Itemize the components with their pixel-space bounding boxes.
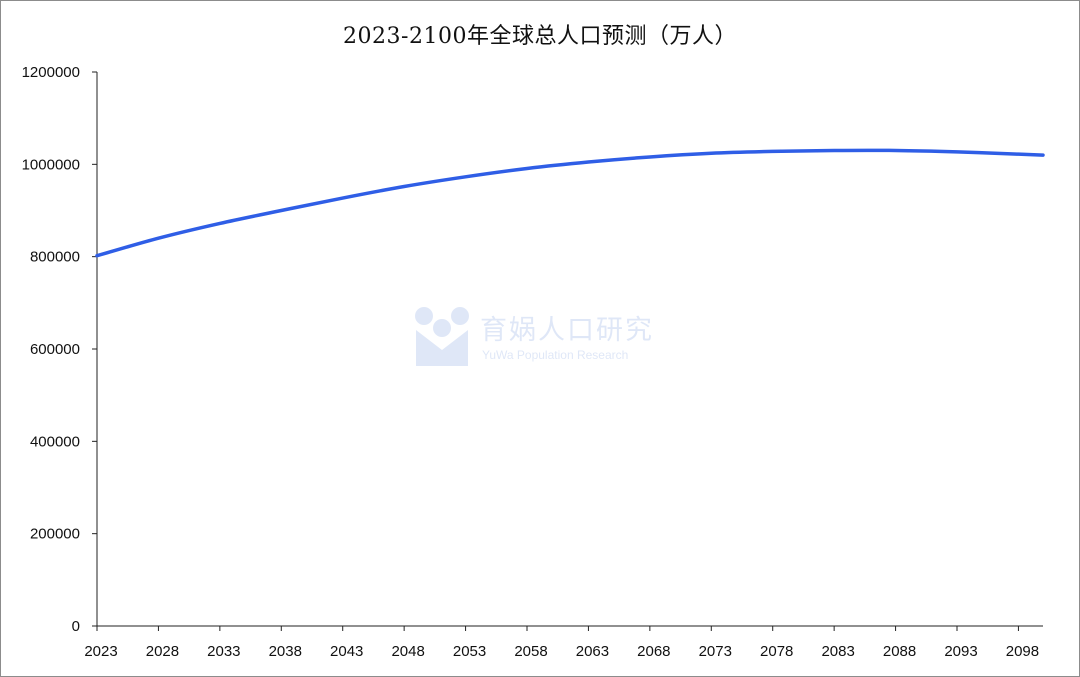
- y-tick-label: 200000: [30, 526, 80, 543]
- x-tick-label: 2048: [391, 643, 424, 660]
- y-tick-label: 1000000: [22, 156, 80, 173]
- y-tick-label: 600000: [30, 341, 80, 358]
- y-tick-label: 0: [72, 618, 80, 635]
- x-tick-label: 2058: [514, 643, 547, 660]
- chart-title: 2023-2100年全球总人口预测（万人）: [343, 24, 737, 49]
- x-tick-label: 2023: [84, 643, 117, 660]
- x-tick-label: 2073: [699, 643, 732, 660]
- x-tick-label: 2033: [207, 643, 240, 660]
- x-tick-label: 2088: [883, 643, 916, 660]
- y-tick-label: 800000: [30, 249, 80, 266]
- y-axis-ticks: 0 200000 400000 600000 800000 1000000 1200000: [22, 64, 97, 635]
- x-tick-label: 2093: [944, 643, 977, 660]
- x-tick-label: 2068: [637, 643, 670, 660]
- x-tick-label: 2083: [821, 643, 854, 660]
- x-tick-label: 2063: [576, 643, 609, 660]
- x-axis-ticks: 2023 2028 2033 2038 2043 2048 2053 2058 2063 2068…: [84, 626, 1039, 660]
- series-line-0: [95, 148, 1045, 258]
- y-tick-label: 1200000: [22, 64, 80, 81]
- series-group: [95, 148, 1045, 258]
- x-tick-label: 2028: [146, 643, 179, 660]
- x-tick-label: 2053: [453, 643, 486, 660]
- x-tick-label: 2043: [330, 643, 363, 660]
- x-tick-label: 2078: [760, 643, 793, 660]
- y-tick-label: 400000: [30, 433, 80, 450]
- x-tick-label: 2098: [1006, 643, 1039, 660]
- x-tick-label: 2038: [269, 643, 302, 660]
